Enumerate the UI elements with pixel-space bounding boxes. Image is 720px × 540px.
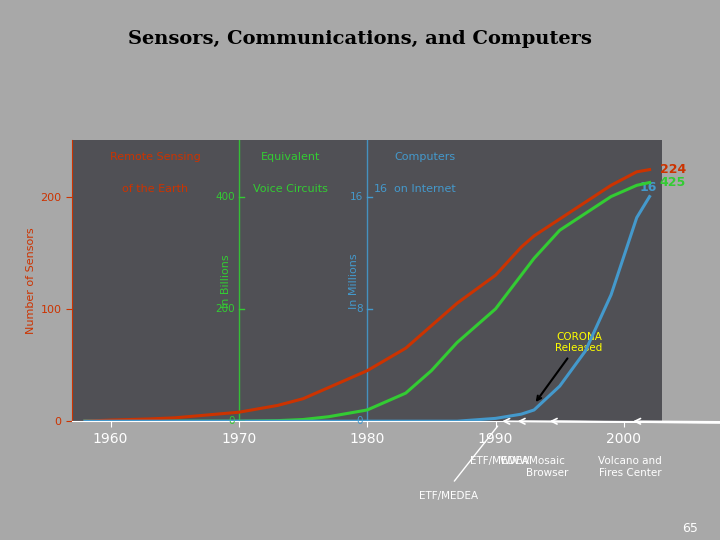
Text: 400: 400: [215, 192, 235, 201]
Text: 65: 65: [683, 522, 698, 535]
Text: 0: 0: [357, 416, 364, 426]
Text: CORONA
Released: CORONA Released: [537, 332, 603, 400]
Text: 8: 8: [356, 304, 364, 314]
Text: 16: 16: [639, 181, 657, 194]
Text: WWW: WWW: [500, 456, 530, 467]
Text: 16: 16: [374, 184, 387, 194]
Text: Sensors, Communications, and Computers: Sensors, Communications, and Computers: [128, 30, 592, 48]
Text: Equivalent: Equivalent: [261, 152, 320, 161]
Text: In Millions: In Millions: [349, 253, 359, 309]
Text: Voice Circuits: Voice Circuits: [253, 184, 328, 194]
Text: 0: 0: [228, 416, 235, 426]
Text: Volcano and
Fires Center: Volcano and Fires Center: [598, 456, 662, 478]
Text: 16: 16: [350, 192, 364, 201]
Text: In Billions: In Billions: [221, 254, 231, 308]
Text: 224: 224: [660, 163, 686, 176]
Text: on Internet: on Internet: [394, 184, 456, 194]
Y-axis label: Number of Sensors: Number of Sensors: [27, 227, 36, 334]
Text: Remote Sensing: Remote Sensing: [110, 152, 201, 161]
Text: Mosaic
Browser: Mosaic Browser: [526, 456, 568, 478]
Text: 200: 200: [215, 304, 235, 314]
Text: Computers: Computers: [395, 152, 456, 161]
Text: of the Earth: of the Earth: [122, 184, 189, 194]
Text: 425: 425: [660, 176, 686, 189]
Text: ETF/MEDEA: ETF/MEDEA: [470, 456, 529, 467]
Text: ETF/MEDEA: ETF/MEDEA: [420, 491, 479, 502]
